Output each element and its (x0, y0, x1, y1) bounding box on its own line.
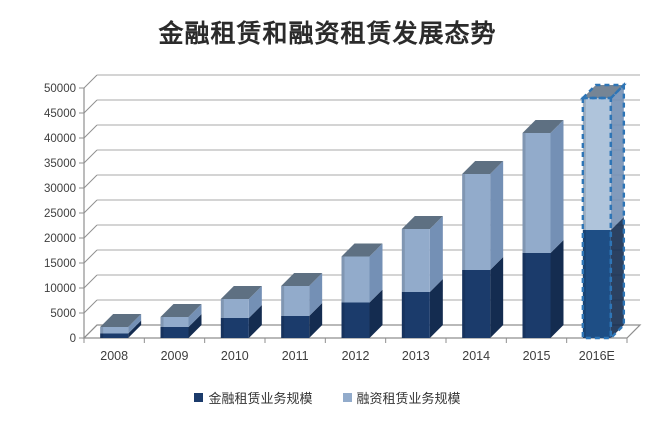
segment-finance-leasing-2009 (160, 317, 189, 327)
bar-side-financial-2008 (128, 320, 142, 338)
segment-financial-leasing-2008 (100, 333, 129, 338)
segment-financial-leasing-2011 (281, 316, 310, 338)
legend-swatch-financial-leasing (194, 393, 204, 402)
segment-financial-leasing-2010 (220, 318, 249, 338)
y-axis-tick-connector (83, 299, 98, 314)
bar-side-finance-2008 (128, 314, 142, 334)
segment-financial-leasing-2016E (582, 230, 611, 338)
bar-top-2009 (160, 304, 202, 317)
x-axis-label-2013: 2013 (402, 349, 430, 363)
segment-finance-leasing-2008 (100, 327, 129, 334)
bar-side-finance-2010 (248, 286, 262, 318)
y-axis-tick-connector (83, 199, 98, 214)
bar-side-finance-2013 (429, 216, 443, 292)
x-axis-label-2015: 2015 (523, 349, 551, 363)
bar-side-financial-2014 (490, 257, 504, 338)
y-axis-tick-connector (83, 74, 98, 89)
bar-top-2012 (341, 243, 383, 257)
bar-shade-2010 (220, 299, 224, 338)
segment-finance-leasing-2014 (462, 174, 491, 270)
bar-side-financial-2009 (188, 314, 202, 338)
bar-side-financial-2013 (429, 279, 443, 338)
bar-shade-2013 (401, 229, 405, 338)
bar-top-2013 (401, 216, 443, 229)
segment-finance-leasing-2011 (281, 286, 310, 316)
bar-shade-2016E (582, 98, 586, 338)
segment-finance-leasing-2010 (220, 299, 249, 318)
bar-shade-2012 (341, 256, 345, 338)
segment-finance-leasing-2012 (341, 256, 370, 303)
y-axis-tick-connector (83, 99, 98, 114)
legend-item-finance-leasing: 融资租赁业务规模 (342, 388, 461, 407)
bar-side-financial-2011 (309, 303, 323, 338)
bar-side-financial-2015 (550, 240, 564, 338)
y-axis-tick-label: 50000 (44, 83, 76, 95)
y-axis-tick-label: 40000 (44, 133, 76, 145)
legend-item-financial-leasing: 金融租赁业务规模 (194, 388, 313, 407)
y-axis-tick-connector (83, 274, 98, 289)
bar-side-finance-2009 (188, 304, 202, 327)
x-axis-label-2011: 2011 (282, 349, 309, 363)
segment-finance-leasing-2015 (522, 133, 551, 253)
x-axis-label-2010: 2010 (221, 349, 249, 363)
y-axis-tick-label: 25000 (44, 208, 76, 220)
bar-top-2008 (100, 314, 142, 327)
bar-side-finance-2012 (369, 243, 383, 303)
segment-financial-leasing-2013 (401, 292, 430, 338)
y-axis-tick-connector (83, 174, 98, 189)
bar-shade-2009 (160, 317, 164, 338)
bar-side-financial-2012 (369, 289, 383, 338)
chart-title: 金融租赁和融资租赁发展态势 (158, 20, 497, 48)
y-axis-tick-connector (83, 249, 98, 264)
bar-top-2010 (220, 286, 262, 299)
segment-finance-leasing-2016E (582, 98, 611, 230)
legend-label-financial-leasing: 金融租赁业务规模 (208, 391, 313, 406)
x-axis-label-2009: 2009 (161, 349, 189, 363)
bar-side-finance-2015 (550, 120, 564, 253)
y-axis-tick-label: 15000 (44, 258, 76, 270)
y-axis-tick-label: 45000 (44, 108, 76, 120)
y-axis-tick-label: 0 (70, 333, 76, 345)
bar-side-finance-2016E (610, 85, 624, 230)
segment-financial-leasing-2014 (462, 270, 491, 338)
y-axis-tick-label: 5000 (50, 308, 76, 320)
y-axis-tick-label: 10000 (44, 283, 76, 295)
y-axis-tick-label: 35000 (44, 158, 76, 170)
y-axis-tick-connector (83, 124, 98, 139)
segment-financial-leasing-2015 (522, 253, 551, 338)
segment-finance-leasing-2013 (401, 229, 430, 292)
x-axis-label-2012: 2012 (342, 349, 370, 363)
segment-financial-leasing-2009 (160, 327, 189, 338)
y-axis-tick-connector (83, 149, 98, 164)
y-axis-tick-label: 30000 (44, 183, 76, 195)
bar-top-2015 (522, 120, 564, 133)
legend-label-finance-leasing: 融资租赁业务规模 (356, 391, 461, 406)
bar-shade-2008 (100, 327, 104, 338)
bar-shade-2015 (522, 133, 526, 338)
x-axis-label-2014: 2014 (462, 349, 490, 363)
bar-shade-2011 (281, 286, 285, 338)
y-axis-tick-connector (83, 224, 98, 239)
bar-shade-2014 (462, 174, 466, 338)
y-axis-tick-label: 20000 (44, 233, 76, 245)
legend: 金融租赁业务规模 融资租赁业务规模 (0, 388, 655, 407)
x-axis-label-2016E: 2016E (579, 349, 615, 363)
bar-top-2011 (281, 273, 323, 286)
bar-top-2014 (462, 161, 504, 174)
bar-side-financial-2010 (248, 305, 262, 338)
bar-side-finance-2011 (309, 273, 323, 316)
estimate-outline-side-2016E (609, 82, 626, 341)
y-axis-tick-connector (83, 324, 98, 339)
legend-swatch-finance-leasing (342, 393, 352, 402)
bar-side-finance-2014 (490, 161, 504, 270)
segment-financial-leasing-2012 (341, 302, 370, 338)
bar-side-financial-2016E (610, 217, 624, 338)
x-axis-label-2008: 2008 (100, 349, 128, 363)
